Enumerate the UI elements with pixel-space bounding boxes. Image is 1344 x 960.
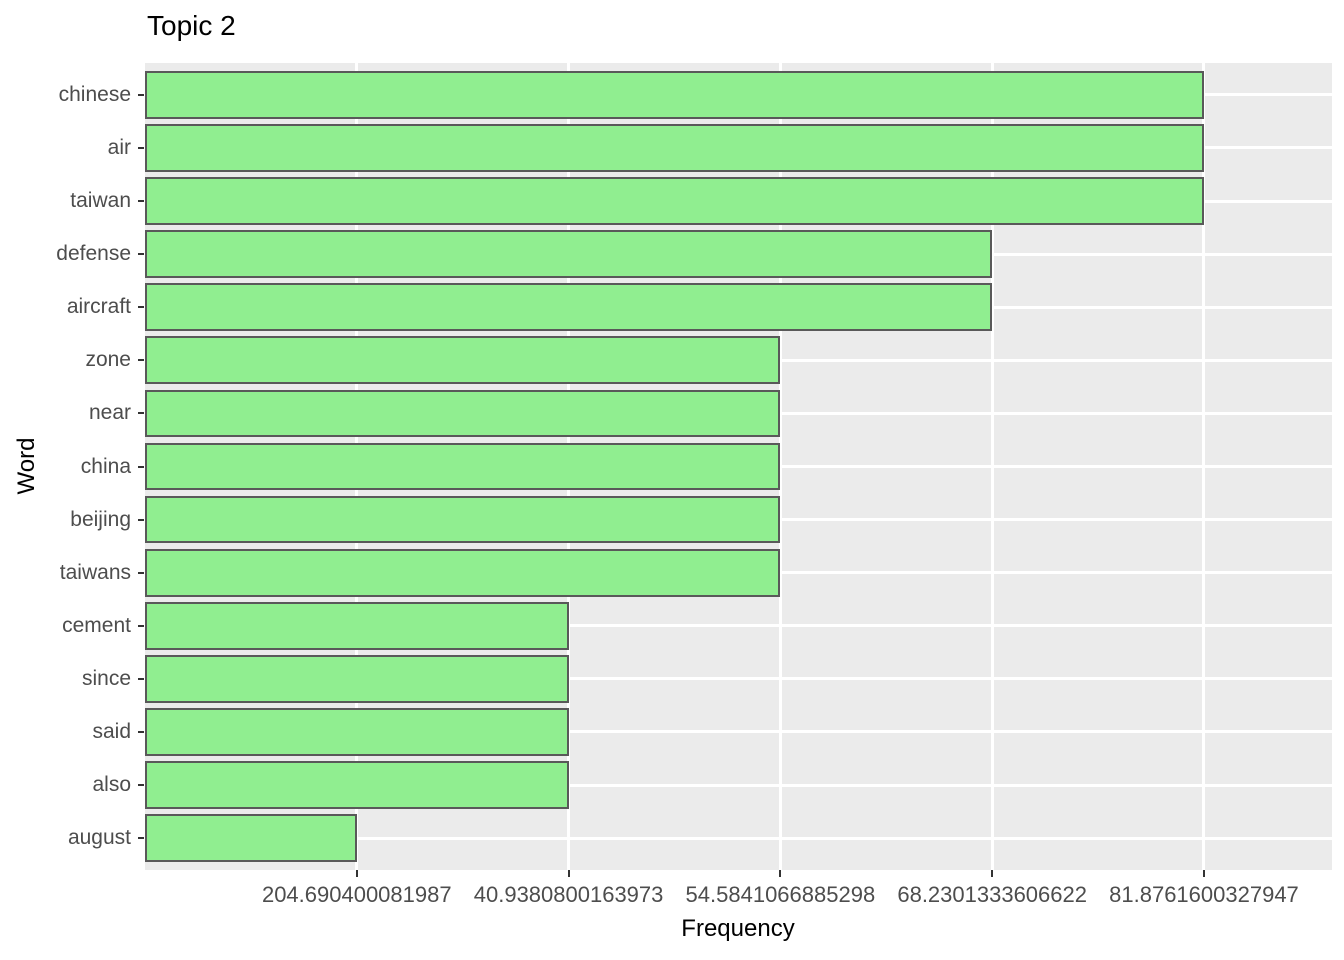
y-tick-label-near: near: [88, 401, 131, 425]
y-tick-label-taiwans: taiwans: [59, 560, 131, 584]
x-tick-mark: [991, 870, 994, 877]
h-gridline: [145, 730, 1332, 734]
bar-cement: [145, 601, 569, 650]
bar-august: [145, 814, 357, 863]
y-tick-mark: [138, 146, 144, 149]
y-tick-mark: [138, 677, 144, 680]
y-tick-mark: [138, 518, 144, 521]
bar-taiwan: [145, 177, 1204, 225]
y-tick-mark: [138, 200, 144, 203]
bar-china: [145, 442, 781, 491]
y-tick-mark: [138, 730, 144, 733]
y-tick-label-air: air: [107, 135, 131, 159]
y-tick-mark: [138, 624, 144, 627]
y-tick-mark: [138, 253, 144, 256]
bar-aircraft: [145, 283, 993, 332]
y-tick-label-defense: defense: [56, 242, 131, 266]
x-tick-label-3: 68.2301333606622: [897, 882, 1087, 907]
bar-said: [145, 708, 569, 756]
x-axis-title: Frequency: [681, 915, 795, 942]
y-tick-mark: [138, 359, 144, 362]
chart-title: Topic 2: [147, 10, 236, 41]
y-tick-label-chinese: chinese: [58, 82, 131, 106]
y-tick-label-since: since: [81, 666, 131, 690]
plot-panel: [145, 63, 1332, 870]
x-tick-label-4: 81.8761600327947: [1109, 882, 1299, 907]
bar-air: [145, 124, 1204, 172]
bar-chinese: [145, 70, 1204, 119]
y-tick-label-also: also: [92, 773, 131, 797]
y-tick-mark: [138, 306, 144, 309]
x-tick-mark: [567, 870, 570, 877]
v-gridline: [990, 63, 994, 870]
h-gridline: [145, 783, 1332, 787]
x-tick-mark: [1202, 870, 1205, 877]
y-tick-label-said: said: [92, 719, 131, 743]
bar-taiwans: [145, 548, 781, 597]
v-gridline: [778, 63, 782, 870]
x-tick-label-2: 54.5841066885298: [685, 882, 876, 907]
y-tick-label-august: august: [67, 826, 131, 850]
y-tick-label-cement: cement: [62, 613, 131, 637]
y-tick-mark: [138, 412, 144, 415]
x-tick-label-0: 204.690400081987: [261, 882, 452, 907]
bar-zone: [145, 336, 781, 385]
y-tick-mark: [138, 571, 144, 574]
h-gridline: [145, 624, 1332, 628]
bar-defense: [145, 230, 993, 279]
y-tick-mark: [138, 784, 144, 787]
bar-also: [145, 761, 569, 809]
x-tick-mark: [779, 870, 782, 877]
x-tick-label-1: 40.9380800163973: [473, 882, 664, 907]
h-gridline: [145, 836, 1332, 840]
bar-since: [145, 654, 569, 703]
y-tick-label-beijing: beijing: [70, 507, 131, 531]
x-tick-mark: [355, 870, 358, 877]
v-gridline: [1202, 63, 1206, 870]
y-tick-label-taiwan: taiwan: [70, 189, 131, 213]
bar-beijing: [145, 495, 781, 544]
y-tick-mark: [138, 465, 144, 468]
bar-near: [145, 389, 781, 438]
y-tick-label-zone: zone: [85, 348, 131, 372]
y-tick-mark: [138, 837, 144, 840]
y-tick-label-china: china: [80, 454, 131, 478]
h-gridline: [145, 677, 1332, 681]
y-tick-label-aircraft: aircraft: [66, 295, 131, 319]
y-tick-mark: [138, 93, 144, 96]
